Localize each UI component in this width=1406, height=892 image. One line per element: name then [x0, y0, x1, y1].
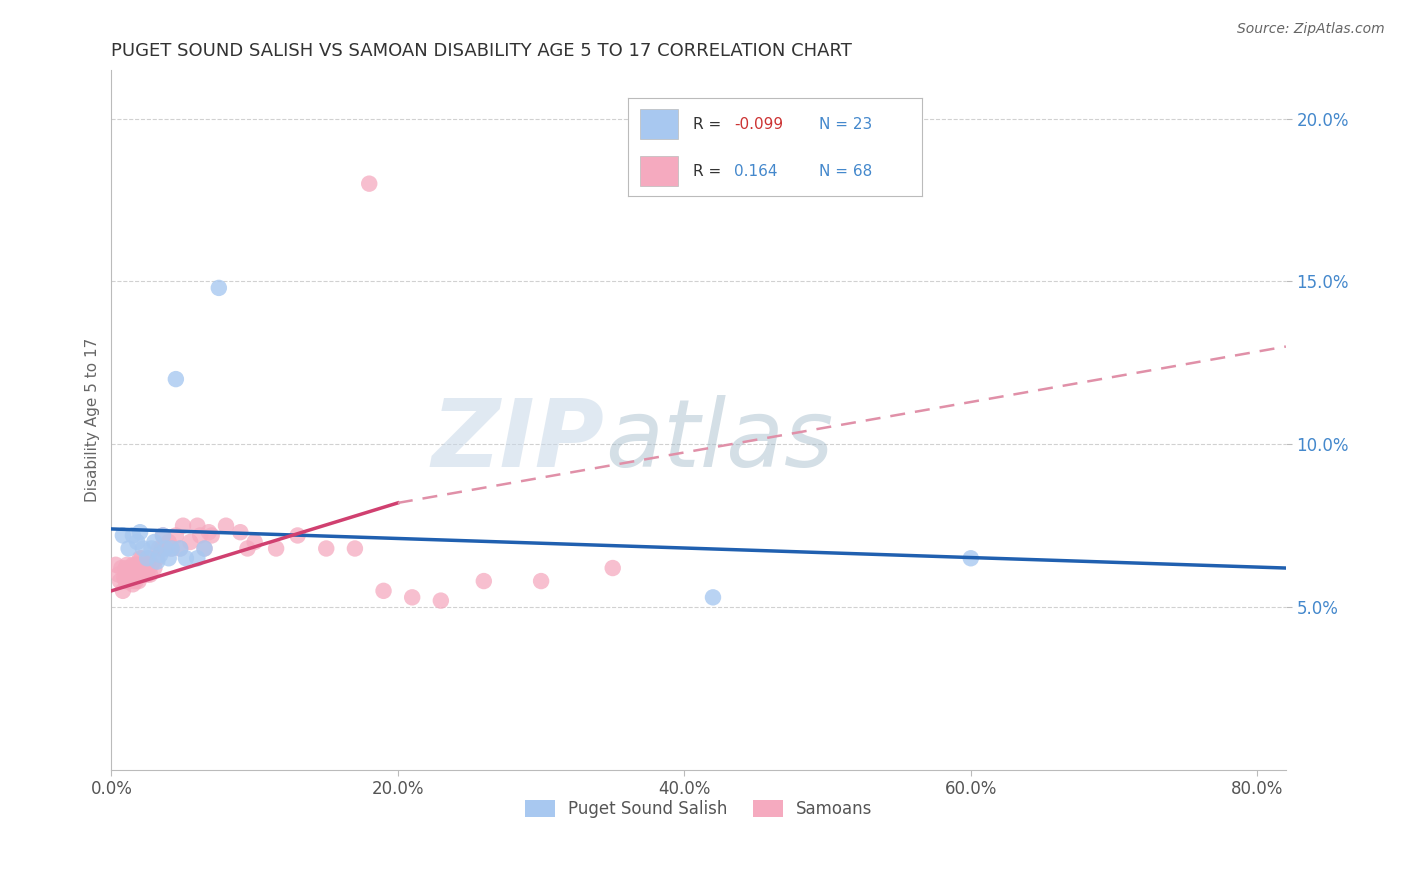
Point — [702, 591, 724, 605]
Point — [117, 541, 139, 556]
Point — [110, 561, 132, 575]
Point — [104, 558, 127, 572]
Point — [959, 551, 981, 566]
Point — [132, 558, 155, 572]
Point — [143, 561, 166, 575]
Point — [125, 558, 148, 572]
Point — [193, 541, 215, 556]
Point — [186, 551, 208, 566]
Point — [148, 541, 170, 556]
Point — [150, 541, 173, 556]
Y-axis label: Disability Age 5 to 17: Disability Age 5 to 17 — [86, 338, 100, 502]
Point — [201, 528, 224, 542]
Point — [343, 541, 366, 556]
Point — [122, 577, 145, 591]
Point — [602, 561, 624, 575]
Point — [155, 541, 177, 556]
Point — [124, 567, 146, 582]
Point — [169, 541, 191, 556]
Text: atlas: atlas — [605, 395, 832, 486]
Text: Source: ZipAtlas.com: Source: ZipAtlas.com — [1237, 22, 1385, 37]
Point — [131, 551, 153, 566]
Point — [165, 528, 187, 542]
Point — [132, 541, 155, 556]
Point — [138, 551, 160, 566]
Point — [117, 574, 139, 588]
Point — [111, 583, 134, 598]
Point — [128, 574, 150, 588]
Point — [136, 558, 159, 572]
Point — [129, 561, 152, 575]
Point — [139, 567, 162, 582]
Point — [125, 574, 148, 588]
Point — [132, 567, 155, 582]
Point — [121, 567, 143, 582]
Point — [193, 541, 215, 556]
Point — [198, 525, 221, 540]
Point — [118, 561, 141, 575]
Point — [122, 558, 145, 572]
Point — [107, 567, 129, 582]
Point — [122, 574, 145, 588]
Point — [146, 555, 169, 569]
Point — [108, 574, 131, 588]
Point — [141, 558, 163, 572]
Point — [136, 567, 159, 582]
Text: ZIP: ZIP — [432, 395, 605, 487]
Point — [157, 535, 180, 549]
Point — [115, 558, 138, 572]
Point — [229, 525, 252, 540]
Point — [186, 518, 208, 533]
Point — [152, 528, 174, 542]
Point — [472, 574, 495, 588]
Point — [127, 567, 149, 582]
Point — [359, 177, 381, 191]
Point — [112, 571, 135, 585]
Point — [129, 525, 152, 540]
Point — [174, 551, 197, 566]
Point — [208, 281, 231, 295]
Point — [179, 535, 201, 549]
Point — [117, 567, 139, 582]
Point — [169, 541, 191, 556]
Point — [134, 567, 156, 582]
Legend: Puget Sound Salish, Samoans: Puget Sound Salish, Samoans — [519, 793, 879, 825]
Point — [129, 551, 152, 566]
Point — [136, 551, 159, 566]
Point — [127, 535, 149, 549]
Point — [146, 551, 169, 566]
Point — [160, 541, 183, 556]
Point — [373, 583, 395, 598]
Point — [264, 541, 287, 556]
Point — [243, 535, 266, 549]
Point — [141, 541, 163, 556]
Point — [114, 574, 136, 588]
Point — [165, 372, 187, 386]
Point — [401, 591, 423, 605]
Point — [160, 541, 183, 556]
Point — [122, 528, 145, 542]
Point — [155, 541, 177, 556]
Point — [236, 541, 259, 556]
Point — [149, 548, 172, 562]
Point — [157, 551, 180, 566]
Point — [129, 567, 152, 582]
Text: PUGET SOUND SALISH VS SAMOAN DISABILITY AGE 5 TO 17 CORRELATION CHART: PUGET SOUND SALISH VS SAMOAN DISABILITY … — [111, 42, 852, 60]
Point — [215, 518, 238, 533]
Point — [188, 528, 211, 542]
Point — [143, 535, 166, 549]
Point — [430, 593, 453, 607]
Point — [124, 561, 146, 575]
Point — [172, 518, 194, 533]
Point — [127, 558, 149, 572]
Point — [135, 561, 157, 575]
Point — [111, 528, 134, 542]
Point — [530, 574, 553, 588]
Point — [315, 541, 337, 556]
Point — [152, 528, 174, 542]
Point — [287, 528, 309, 542]
Point — [114, 561, 136, 575]
